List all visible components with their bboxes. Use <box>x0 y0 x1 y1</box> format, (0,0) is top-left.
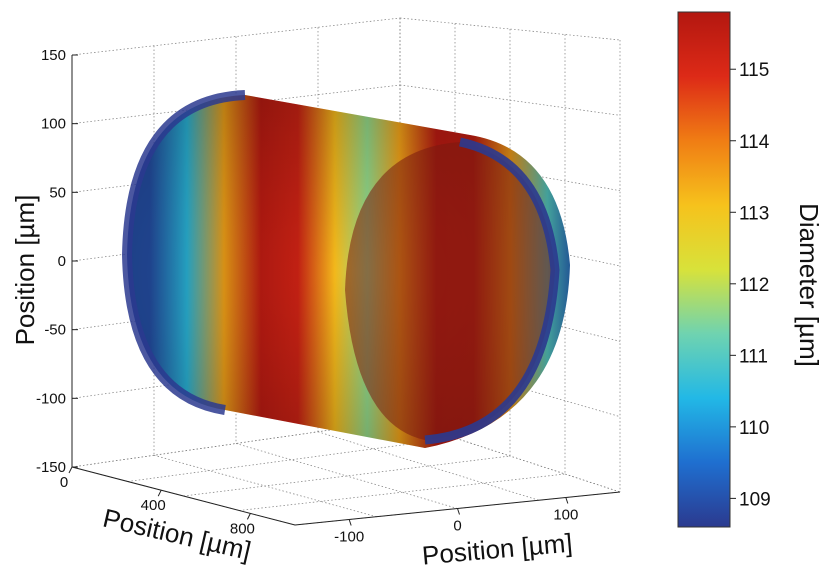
z-tick-label: 50 <box>49 184 66 201</box>
colorbar-tick-label: 113 <box>739 203 769 224</box>
y-tick-mark <box>457 508 460 515</box>
x-tick-mark <box>157 489 162 497</box>
x-tick-label: 400 <box>141 497 166 514</box>
z-tick-label: -150 <box>36 459 66 476</box>
x-tick-label: 0 <box>60 474 68 491</box>
z-tick-label: 150 <box>41 47 66 64</box>
x-axis-label: Position [µm] <box>100 503 254 566</box>
z-axis-label: Position [µm] <box>10 195 40 346</box>
colorbar-tick-label: 110 <box>739 418 769 439</box>
colorbar-gradient <box>677 11 731 528</box>
x-tick-mark <box>246 513 251 520</box>
tube-inner-edge <box>424 137 560 445</box>
colorbar: 115 114 113 112 111 110 109 Diameter [µm] <box>677 11 824 528</box>
y-tick-label: 0 <box>453 518 461 535</box>
colorbar-ticks: 115 114 113 112 111 110 109 <box>730 60 771 510</box>
colorbar-tick-label: 115 <box>739 60 769 81</box>
z-tick-label: -100 <box>36 390 66 407</box>
y-axis-label: Position [µm] <box>421 528 574 571</box>
tube-inner-opening <box>345 142 555 440</box>
colorbar-tick-label: 112 <box>739 275 769 296</box>
x-tick-mark <box>68 466 73 474</box>
colorbar-tick-label: 111 <box>739 346 768 367</box>
tube-front-rim <box>121 90 246 415</box>
z-axis-ticks: 150 100 50 0 -50 -100 -150 <box>36 47 78 476</box>
z-tick-label: -50 <box>44 322 66 339</box>
x-axis-ticks: 0 400 800 <box>60 466 255 537</box>
y-tick-mark <box>348 519 352 526</box>
colorbar-tick-label: 114 <box>739 132 770 153</box>
y-tick-mark <box>565 497 569 504</box>
z-tick-label: 100 <box>41 116 66 133</box>
x-tick-label: 800 <box>230 520 255 537</box>
y-tick-label: 100 <box>553 507 578 524</box>
z-tick-label: 0 <box>58 253 66 270</box>
colorbar-label: Diameter [µm] <box>794 203 824 367</box>
y-axis-ticks: -100 0 100 <box>334 497 578 546</box>
colorbar-tick-label: 109 <box>739 489 771 510</box>
y-tick-label: -100 <box>334 529 364 546</box>
tube-surface <box>121 90 570 448</box>
